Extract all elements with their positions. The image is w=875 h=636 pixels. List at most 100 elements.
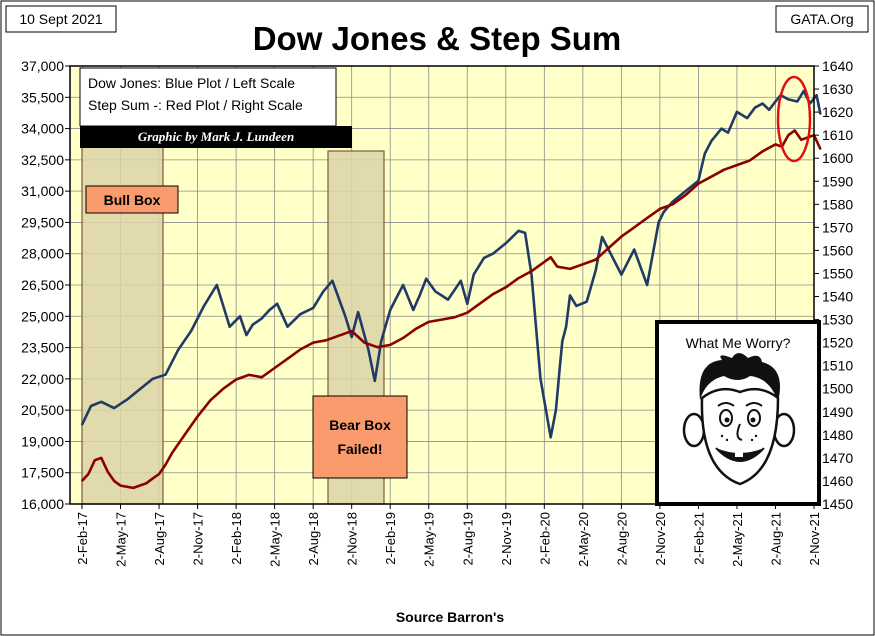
- legend-box: [79, 67, 337, 127]
- dow-jones-point: [601, 236, 603, 238]
- step-sum-point: [119, 484, 122, 487]
- step-sum-point: [158, 473, 161, 475]
- dow-jones-point: [260, 317, 263, 320]
- step-sum-point: [113, 480, 115, 482]
- step-sum-point: [427, 321, 430, 323]
- step-sum-point: [594, 258, 597, 261]
- right-tick-label: 1510: [822, 358, 853, 374]
- step-sum-point: [350, 330, 353, 332]
- dow-jones-point: [517, 229, 520, 232]
- dow-jones-point: [555, 409, 557, 411]
- step-sum-point: [171, 452, 173, 455]
- step-sum-point: [556, 265, 559, 268]
- right-tick-label: 1480: [822, 427, 853, 443]
- source-site-label: GATA.Org: [790, 11, 853, 27]
- dow-jones-point: [530, 273, 533, 276]
- step-sum-point: [389, 344, 392, 346]
- step-sum-point: [723, 168, 725, 171]
- x-axis: 2-Feb-17 2-May-17 2-Aug-17 2-Nov-17 2-Feb-18…: [75, 504, 822, 567]
- step-sum-point: [100, 457, 103, 459]
- right-tick-label: 1560: [822, 242, 853, 258]
- step-sum-point: [517, 277, 520, 279]
- dow-jones-point: [373, 380, 376, 382]
- step-sum-point: [543, 261, 546, 263]
- step-sum-point: [183, 433, 186, 436]
- dow-jones-point: [585, 300, 588, 303]
- x-tick-label: 2-Nov-20: [653, 512, 668, 565]
- dow-jones-point: [367, 348, 370, 351]
- step-sum-point: [337, 334, 340, 337]
- dow-jones-point: [164, 373, 167, 376]
- x-tick-label: 2-May-17: [114, 512, 129, 567]
- left-tick-label: 20,500: [21, 402, 64, 418]
- step-sum-point: [659, 208, 661, 210]
- dow-jones-point: [761, 102, 764, 105]
- step-sum-point: [151, 477, 154, 480]
- left-tick-label: 22,000: [21, 371, 64, 387]
- cartoon-face-illustration: [682, 353, 796, 486]
- dow-jones-point: [549, 436, 552, 439]
- dow-jones-point: [819, 113, 822, 115]
- dow-jones-point: [151, 378, 154, 380]
- dow-jones-point: [190, 330, 193, 332]
- step-sum-point: [633, 226, 636, 229]
- step-sum-point: [363, 341, 366, 344]
- x-tick-label: 2-Feb-20: [537, 512, 552, 565]
- dow-jones-point: [268, 309, 271, 311]
- left-tick-label: 25,000: [21, 308, 64, 324]
- dow-jones-point: [466, 302, 469, 305]
- left-tick-label: 37,000: [21, 58, 64, 74]
- step-sum-point: [325, 339, 327, 342]
- dow-jones-point: [276, 302, 279, 305]
- right-tick-label: 1630: [822, 81, 853, 97]
- dow-jones-point: [558, 367, 561, 370]
- step-sum-point: [787, 134, 790, 137]
- bull-box-label: Bull Box: [104, 192, 161, 208]
- step-sum-point: [402, 337, 404, 339]
- right-tick-label: 1520: [822, 335, 853, 351]
- dow-jones-point: [299, 313, 302, 316]
- step-sum-point: [479, 302, 481, 305]
- dow-jones-point: [331, 279, 334, 282]
- credit-text: Graphic by Mark J. Lundeen: [138, 129, 294, 144]
- step-sum-point: [710, 175, 713, 178]
- step-sum-point: [299, 348, 302, 351]
- series-layer: [80, 89, 822, 490]
- x-tick-label: 2-Aug-20: [614, 512, 629, 565]
- left-tick-label: 32,500: [21, 152, 64, 168]
- step-sum-point: [93, 459, 96, 462]
- right-tick-label: 1540: [822, 289, 853, 305]
- dow-jones-point: [746, 117, 749, 119]
- step-sum-point: [164, 463, 167, 466]
- dow-jones-point: [483, 257, 485, 259]
- step-sum-point: [376, 346, 379, 349]
- step-sum-point: [260, 376, 263, 379]
- step-sum-point: [607, 247, 610, 250]
- x-tick-label: 2-Aug-18: [306, 512, 321, 565]
- chart-title: Dow Jones & Step Sum: [253, 20, 622, 57]
- dow-jones-point: [389, 309, 392, 311]
- step-sum-point: [819, 148, 822, 150]
- dow-jones-point: [90, 405, 92, 407]
- x-tick-label: 2-Feb-18: [229, 512, 244, 565]
- dow-jones-point: [380, 340, 383, 343]
- date-label: 10 Sept 2021: [19, 11, 103, 27]
- step-sum-point: [453, 316, 456, 319]
- dow-jones-point: [736, 111, 738, 113]
- step-sum-point: [620, 235, 623, 238]
- x-tick-label: 2-Nov-19: [499, 512, 514, 565]
- dow-jones-point: [504, 242, 507, 245]
- dow-jones-point: [434, 290, 437, 293]
- worry-caption: What Me Worry?: [686, 335, 791, 351]
- date-box: [5, 5, 117, 33]
- step-sum-point: [145, 482, 148, 485]
- dow-jones-point: [350, 336, 353, 338]
- dow-jones-point: [774, 100, 777, 103]
- right-tick-label: 1590: [822, 173, 853, 189]
- dow-jones-point: [620, 273, 623, 276]
- dow-jones-point: [459, 279, 462, 282]
- x-tick-label: 2-Aug-21: [768, 512, 783, 565]
- step-sum-point: [312, 341, 315, 344]
- dow-jones-point: [524, 232, 526, 234]
- dow-jones-point: [684, 190, 687, 193]
